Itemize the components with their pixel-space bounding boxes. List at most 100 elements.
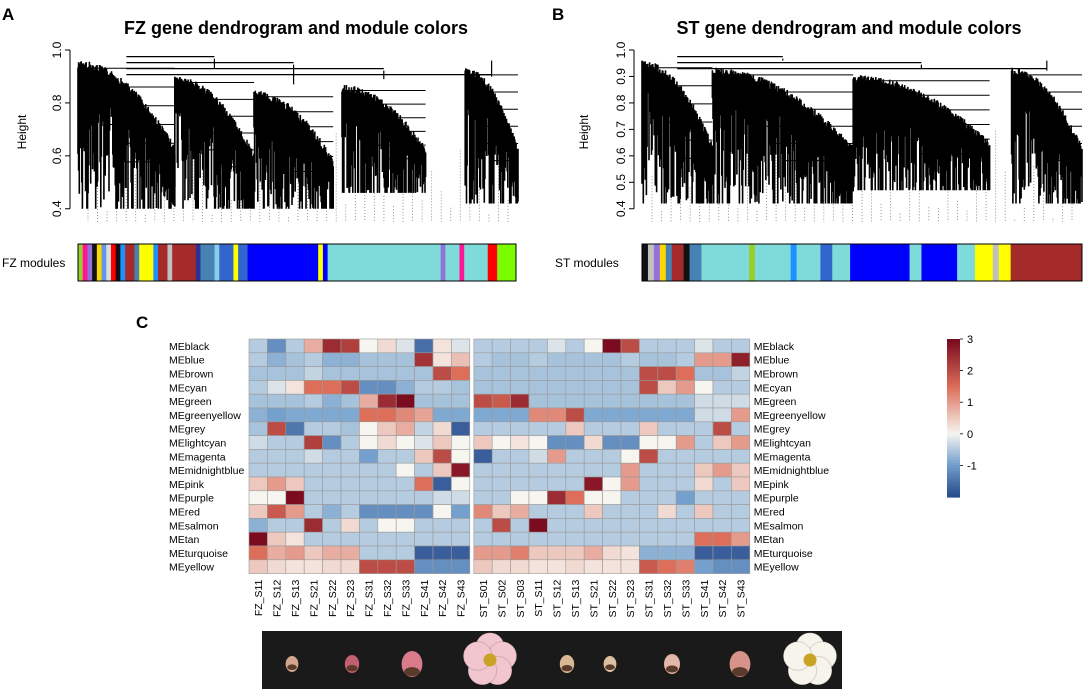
module-color-segment xyxy=(328,244,441,281)
heatmap-cell xyxy=(451,518,469,532)
heatmap-row-label-left: MEsalmon xyxy=(169,520,219,532)
heatmap-cell xyxy=(267,367,285,381)
heatmap-cell xyxy=(267,408,285,422)
heatmap-cell xyxy=(249,353,267,367)
heatmap-cell xyxy=(658,353,676,367)
heatmap-cell xyxy=(415,491,433,505)
heatmap-column-label: ST_S02 xyxy=(496,579,508,617)
heatmap-cell xyxy=(713,449,731,463)
heatmap-cell xyxy=(396,380,414,394)
heatmap-cell xyxy=(304,449,322,463)
heatmap-column-label: FZ_S42 xyxy=(437,579,449,617)
y-tick-label: 0.4 xyxy=(50,200,64,217)
heatmap-cell xyxy=(323,380,341,394)
heatmap-cell xyxy=(286,560,304,574)
heatmap-cell xyxy=(511,560,529,574)
heatmap-cell xyxy=(529,380,547,394)
heatmap-cell xyxy=(547,546,565,560)
cluster-branches xyxy=(853,75,989,190)
heatmap-column-label: ST_S13 xyxy=(570,579,582,617)
heatmap-cell xyxy=(731,380,749,394)
heatmap-cell xyxy=(695,380,713,394)
heatmap-cell xyxy=(378,518,396,532)
heatmap-cell xyxy=(378,408,396,422)
heatmap-cell xyxy=(323,518,341,532)
heatmap-cell xyxy=(451,436,469,450)
heatmap-cell xyxy=(433,491,451,505)
heatmap-cell xyxy=(378,505,396,519)
heatmap-cell xyxy=(621,463,639,477)
heatmap-cell xyxy=(474,380,492,394)
heatmap-cell xyxy=(451,380,469,394)
y-tick-label: 1.0 xyxy=(50,41,64,58)
module-color-segment xyxy=(464,244,488,281)
heatmap-cell xyxy=(529,408,547,422)
heatmap-cell xyxy=(658,560,676,574)
heatmap-cell xyxy=(433,353,451,367)
heatmap-cell xyxy=(492,477,510,491)
heatmap-cell xyxy=(639,422,657,436)
heatmap-cell xyxy=(658,546,676,560)
heatmap-cell xyxy=(676,367,694,381)
heatmap-cell xyxy=(529,353,547,367)
heatmap-cell xyxy=(603,408,621,422)
heatmap-cell xyxy=(492,408,510,422)
y-tick-label: 0.4 xyxy=(614,200,628,217)
heatmap-cell xyxy=(474,367,492,381)
heatmap-cell xyxy=(658,491,676,505)
flower-center xyxy=(804,654,817,667)
heatmap-cell xyxy=(658,408,676,422)
heatmap-cell xyxy=(676,546,694,560)
heatmap-cell xyxy=(676,380,694,394)
colorbar-tick-label: 0 xyxy=(967,429,973,441)
heatmap-cell xyxy=(713,353,731,367)
heatmap-cell xyxy=(603,518,621,532)
heatmap-cell xyxy=(304,394,322,408)
heatmap-cell xyxy=(341,339,359,353)
heatmap-cell xyxy=(249,546,267,560)
heatmap-cell xyxy=(584,477,602,491)
heatmap-cell xyxy=(415,449,433,463)
heatmap-cell xyxy=(713,463,731,477)
heatmap-cell xyxy=(566,353,584,367)
heatmap-cell xyxy=(359,339,377,353)
heatmap-cell xyxy=(566,518,584,532)
heatmap-cell xyxy=(415,505,433,519)
heatmap-cell xyxy=(603,394,621,408)
heatmap-cell xyxy=(323,532,341,546)
heatmap-cell xyxy=(713,339,731,353)
module-color-segment xyxy=(832,244,850,281)
heatmap-cell xyxy=(658,532,676,546)
heatmap-cell xyxy=(286,380,304,394)
heatmap-cell xyxy=(359,546,377,560)
heatmap-row-label-left: MEgreen xyxy=(169,396,212,408)
heatmap-cell xyxy=(511,380,529,394)
y-tick-label: 0.6 xyxy=(614,147,628,164)
heatmap-cell xyxy=(621,505,639,519)
heatmap-cell xyxy=(378,422,396,436)
heatmap-cell xyxy=(323,463,341,477)
heatmap-cell xyxy=(529,394,547,408)
heatmap-cell xyxy=(359,463,377,477)
heatmap-cell xyxy=(474,477,492,491)
heatmap-cell xyxy=(341,477,359,491)
panel-letter-b: B xyxy=(552,5,564,24)
heatmap-row-label-left: MEyellow xyxy=(169,562,214,574)
heatmap-cell xyxy=(584,449,602,463)
heatmap-cell xyxy=(547,518,565,532)
heatmap-cell xyxy=(584,422,602,436)
heatmap-cell xyxy=(451,353,469,367)
heatmap-cell xyxy=(341,380,359,394)
heatmap-cell xyxy=(658,339,676,353)
heatmap-row-label-left: MEcyan xyxy=(169,382,207,394)
heatmap-cell xyxy=(547,477,565,491)
heatmap-column-label: FZ_S12 xyxy=(272,579,284,617)
module-color-segment xyxy=(215,244,220,281)
panel-a-module-label: FZ modules xyxy=(2,256,65,270)
heatmap-cell xyxy=(378,546,396,560)
heatmap-cell xyxy=(695,491,713,505)
heatmap-cell xyxy=(492,353,510,367)
heatmap-cell xyxy=(451,505,469,519)
heatmap-cell xyxy=(731,422,749,436)
module-color-segment xyxy=(488,244,498,281)
